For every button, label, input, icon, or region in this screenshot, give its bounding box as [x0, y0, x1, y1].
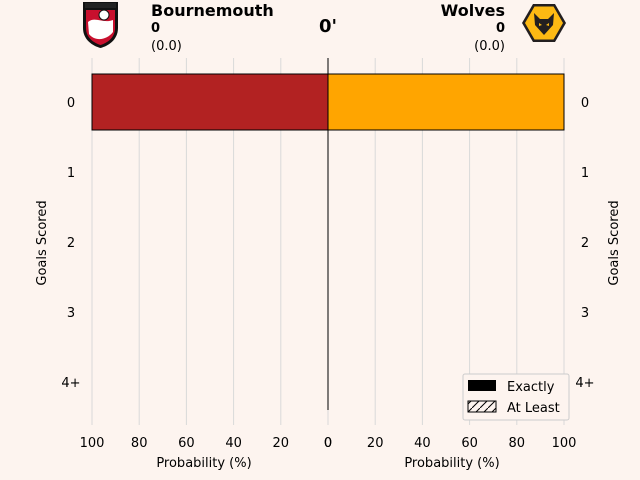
- x-tick-label-right: 100: [552, 436, 577, 451]
- y-tick-label-left: 4+: [61, 376, 80, 391]
- away-xg: (0.0): [474, 39, 505, 54]
- legend-swatch-at-least: [467, 400, 497, 413]
- y-tick-label-left: 1: [67, 166, 75, 181]
- x-tick-label-right: 80: [509, 436, 526, 451]
- bar-away-goals-0: [327, 73, 565, 131]
- x-tick-label-left: 40: [225, 436, 242, 451]
- y-tick-label-left: 0: [67, 96, 75, 111]
- y-tick-label-left: 2: [67, 236, 75, 251]
- bar-home-goals-0: [91, 73, 329, 131]
- away-team-name: Wolves: [441, 1, 505, 20]
- legend: Exactly At Least: [462, 373, 570, 421]
- y-tick-label-right: 3: [581, 306, 589, 321]
- x-tick-label-left: 0: [324, 436, 332, 451]
- x-tick-label-right: 0: [324, 436, 332, 451]
- away-score: 0: [496, 21, 505, 36]
- match-minute: 0': [319, 16, 337, 37]
- y-tick-label-right: 0: [581, 96, 589, 111]
- x-axis-label-right: Probability (%): [404, 456, 499, 471]
- away-crest-icon: [522, 4, 566, 42]
- legend-label-exactly: Exactly: [507, 380, 555, 395]
- x-axis-label-left: Probability (%): [156, 456, 251, 471]
- x-tick-label-left: 80: [131, 436, 148, 451]
- y-axis-label-left: Goals Scored: [35, 200, 50, 285]
- home-crest-icon: [83, 2, 118, 48]
- home-team-name: Bournemouth: [151, 1, 274, 20]
- x-tick-label-right: 40: [414, 436, 431, 451]
- y-tick-label-right: 1: [581, 166, 589, 181]
- x-tick-label-left: 60: [178, 436, 195, 451]
- home-xg: (0.0): [151, 39, 182, 54]
- legend-swatch-exactly: [468, 380, 496, 391]
- x-tick-label-right: 60: [461, 436, 478, 451]
- y-tick-label-left: 3: [67, 306, 75, 321]
- x-tick-label-left: 20: [273, 436, 290, 451]
- y-tick-label-right: 4+: [575, 376, 594, 391]
- x-tick-label-left: 100: [80, 436, 105, 451]
- y-tick-label-right: 2: [581, 236, 589, 251]
- home-score: 0: [151, 21, 160, 36]
- y-axis-label-right: Goals Scored: [607, 200, 622, 285]
- x-tick-label-right: 20: [367, 436, 384, 451]
- legend-label-at-least: At Least: [507, 401, 560, 416]
